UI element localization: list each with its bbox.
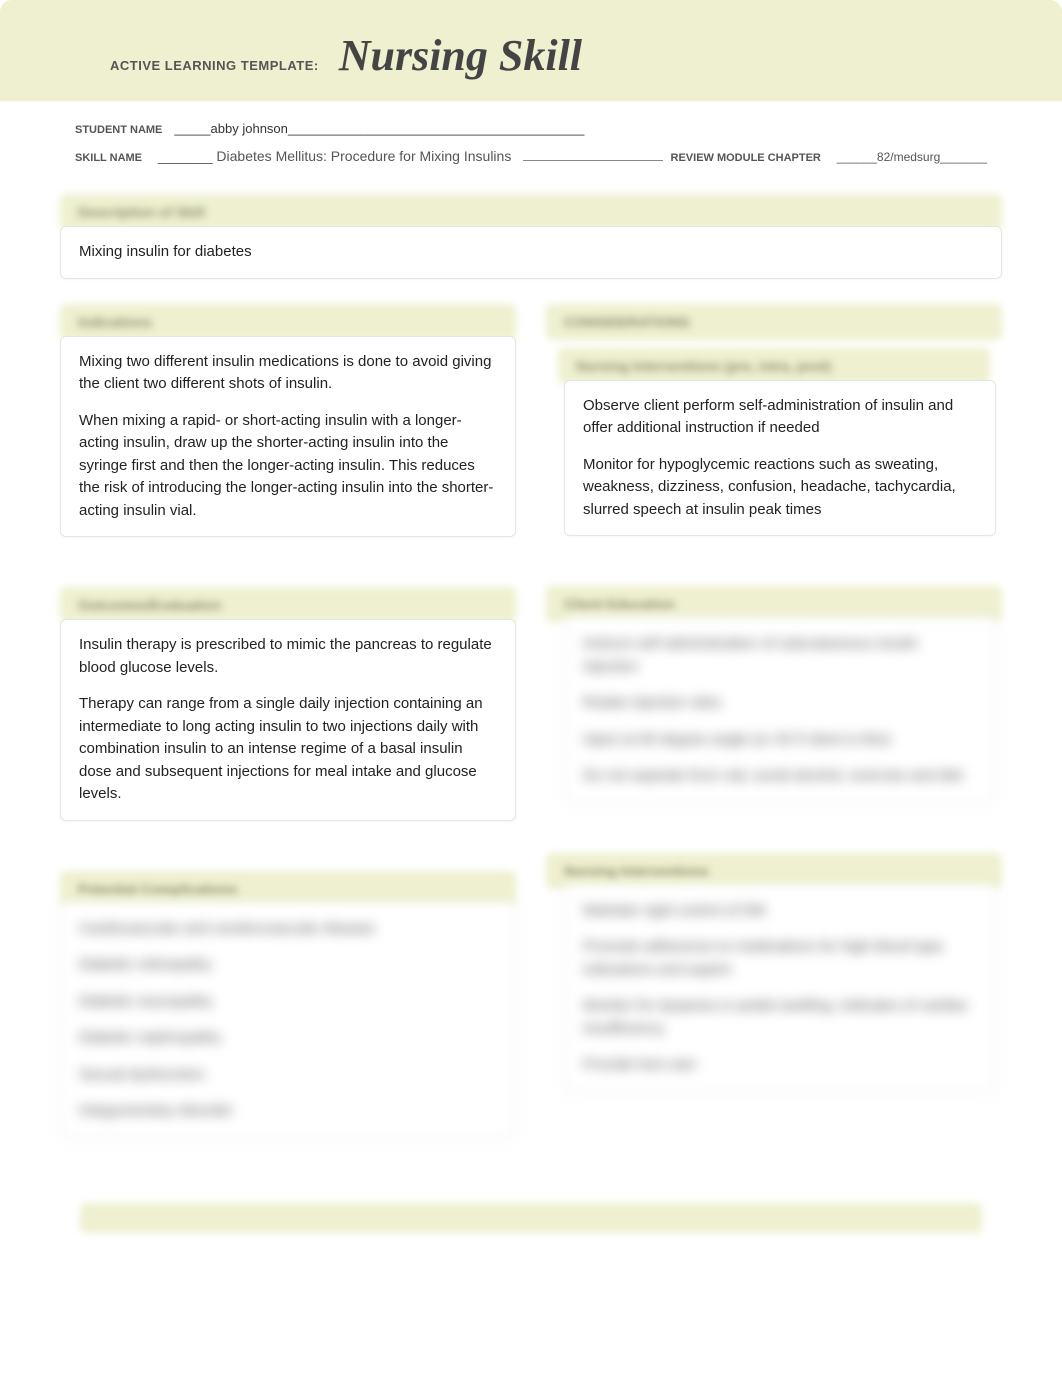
- header-band: ACTIVE LEARNING TEMPLATE: Nursing Skill: [0, 0, 1062, 101]
- outcomes-body: Insulin therapy is prescribed to mimic t…: [60, 619, 516, 821]
- skill-label: SKILL NAME: [75, 152, 142, 164]
- outcomes-p1: Insulin therapy is prescribed to mimic t…: [79, 634, 497, 679]
- nursing-pre-title: Nursing Interventions (pre, intra, post): [558, 348, 990, 384]
- nursing-interventions-section: Nursing Interventions Maintain rigid con…: [546, 853, 1002, 1092]
- list-item: Maintain rigid control of DM: [583, 900, 977, 923]
- page: ACTIVE LEARNING TEMPLATE: Nursing Skill …: [0, 0, 1062, 1273]
- indications-title: Indications: [60, 304, 516, 340]
- student-row: STUDENT NAME _____abby johnson__________…: [75, 121, 987, 138]
- client-education-title: Client Education: [546, 586, 1002, 622]
- list-item: Do not aspirate from vial, avoid alcohol…: [583, 765, 977, 788]
- list-item: Instruct self administration of subcutan…: [583, 633, 977, 678]
- two-column-area: Indications Mixing two different insulin…: [60, 304, 1002, 1163]
- nursing-interventions-body: Maintain rigid control of DM Promote adh…: [564, 885, 996, 1092]
- description-title: Description of Skill: [60, 194, 1002, 230]
- client-education-section: Client Education Instruct self administr…: [546, 586, 1002, 803]
- indications-p1: Mixing two different insulin medications…: [79, 351, 497, 396]
- indications-section: Indications Mixing two different insulin…: [60, 304, 516, 538]
- nursing-pre-p2: Monitor for hypoglycemic reactions such …: [583, 454, 977, 522]
- student-label: STUDENT NAME: [75, 124, 162, 136]
- nursing-pre-body: Observe client perform self-administrati…: [564, 380, 996, 537]
- review-value: ______82/medsurg_______: [837, 150, 987, 164]
- complications-body: Cardiovascular and cerebrovascular disea…: [60, 903, 516, 1138]
- nursing-interventions-title: Nursing Interventions: [546, 853, 1002, 889]
- indications-p2: When mixing a rapid- or short-acting ins…: [79, 410, 497, 523]
- content: Description of Skill Mixing insulin for …: [0, 174, 1062, 1233]
- description-section: Description of Skill Mixing insulin for …: [60, 194, 1002, 279]
- client-education-body: Instruct self administration of subcutan…: [564, 618, 996, 803]
- description-body: Mixing insulin for diabetes: [60, 226, 1002, 279]
- skill-row: SKILL NAME _______ Diabetes Mellitus: Pr…: [75, 148, 987, 164]
- list-item: Sexual dysfunction: [79, 1064, 497, 1087]
- skill-underline: [523, 160, 662, 161]
- complications-section: Potential Complications Cardiovascular a…: [60, 871, 516, 1138]
- header-title: Nursing Skill: [339, 30, 582, 81]
- list-item: Rotate injection sites: [583, 692, 977, 715]
- meta-block: STUDENT NAME _____abby johnson__________…: [0, 101, 1062, 174]
- footer-band: [80, 1203, 982, 1233]
- nursing-pre-p1: Observe client perform self-administrati…: [583, 395, 977, 440]
- right-column: CONSIDERATIONS Nursing Interventions (pr…: [546, 304, 1002, 1117]
- indications-body: Mixing two different insulin medications…: [60, 336, 516, 538]
- list-item: Integumentary disorder: [79, 1100, 497, 1123]
- description-text: Mixing insulin for diabetes: [79, 241, 983, 264]
- header-prefix: ACTIVE LEARNING TEMPLATE:: [40, 58, 319, 73]
- student-value: _____abby johnson_______________________…: [170, 121, 588, 138]
- considerations-title: CONSIDERATIONS: [546, 304, 1002, 340]
- list-item: Monitor for dyspnea or pedal swelling, i…: [583, 995, 977, 1040]
- skill-value: _______ Diabetes Mellitus: Procedure for…: [158, 148, 511, 164]
- outcomes-p2: Therapy can range from a single daily in…: [79, 693, 497, 806]
- left-column: Indications Mixing two different insulin…: [60, 304, 516, 1163]
- list-item: Cardiovascular and cerebrovascular disea…: [79, 918, 497, 941]
- review-label: REVIEW MODULE CHAPTER: [671, 152, 821, 164]
- list-item: Inject at 90 degree angle (or 45 if clie…: [583, 729, 977, 752]
- list-item: Diabetic retinopathy: [79, 954, 497, 977]
- complications-title: Potential Complications: [60, 871, 516, 907]
- list-item: Diabetic neuropathy: [79, 991, 497, 1014]
- outcomes-title: Outcomes/Evaluation: [60, 587, 516, 623]
- list-item: Provide foot care: [583, 1054, 977, 1077]
- list-item: Diabetic nephropathy: [79, 1027, 497, 1050]
- considerations-section: CONSIDERATIONS Nursing Interventions (pr…: [546, 304, 1002, 537]
- outcomes-section: Outcomes/Evaluation Insulin therapy is p…: [60, 587, 516, 821]
- list-item: Promote adherence to medications for hig…: [583, 936, 977, 981]
